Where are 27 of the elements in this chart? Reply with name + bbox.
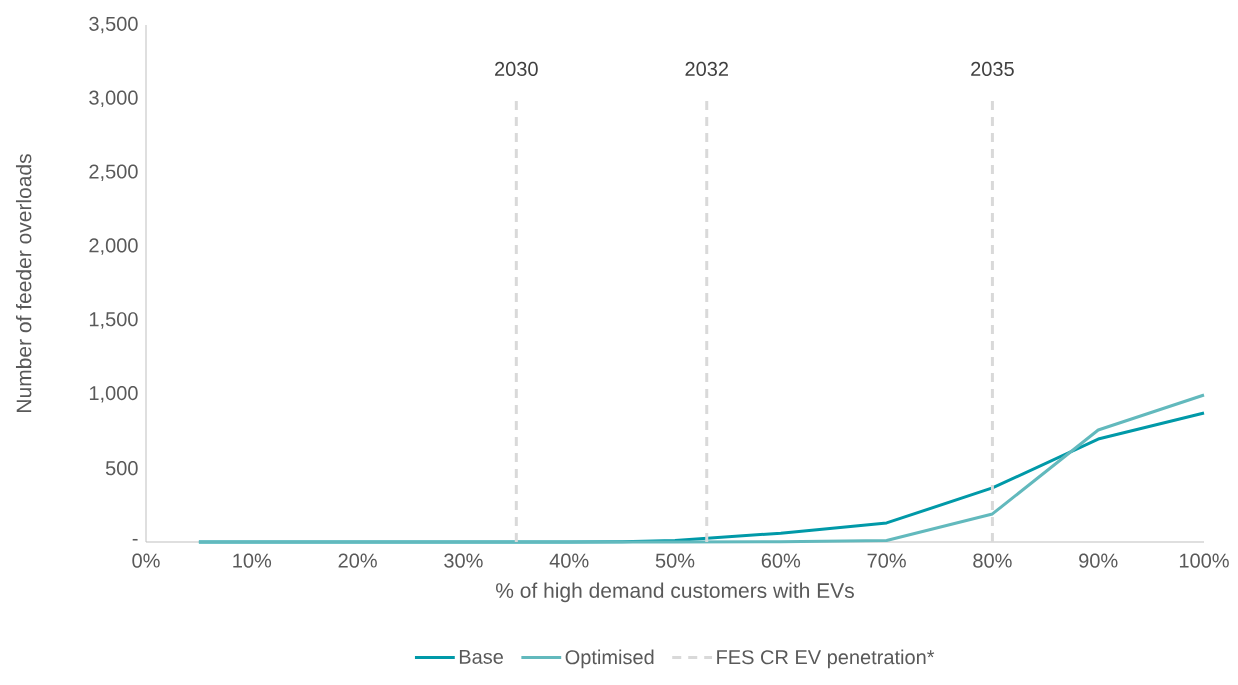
text: FES CR EV penetration* <box>717 649 935 669</box>
y-tick-label: 3,500 <box>89 16 138 34</box>
x-tick-label: 100% <box>1179 553 1229 568</box>
x-tick-label: 30% <box>444 553 483 568</box>
legend-label: Base <box>459 649 503 664</box>
annotation: 2035 <box>971 61 1014 77</box>
x-tick-label: 50% <box>655 553 695 568</box>
annotation: 2030 <box>495 61 538 77</box>
x-tick-label: 90% <box>1079 553 1118 568</box>
y-tick-label: 1,000 <box>89 386 138 403</box>
x-tick-label: 0% <box>132 553 160 568</box>
y-tick-label: 1,500 <box>89 312 138 329</box>
x-tick-label: 60% <box>761 553 801 568</box>
y-tick-label: 3,000 <box>89 90 138 108</box>
y-tick-label: 500 <box>105 461 138 476</box>
x-tick-label: 10% <box>233 553 272 568</box>
x-tick-label: 40% <box>549 553 589 568</box>
x-tick-label: 20% <box>338 553 377 568</box>
y-axis-title: Number of feeder overloads <box>15 154 32 412</box>
y-tick-label: 2,500 <box>89 164 138 181</box>
y-tick-label: - <box>132 538 138 541</box>
legend-label: Optimised <box>565 649 654 669</box>
x-axis-title: % of high demand customers with EVs <box>496 582 854 603</box>
y-tick-label: 2,000 <box>89 238 138 255</box>
x-tick-label: 70% <box>867 553 906 568</box>
x-tick-label: 80% <box>973 553 1012 568</box>
annotation: 2032 <box>685 61 728 77</box>
